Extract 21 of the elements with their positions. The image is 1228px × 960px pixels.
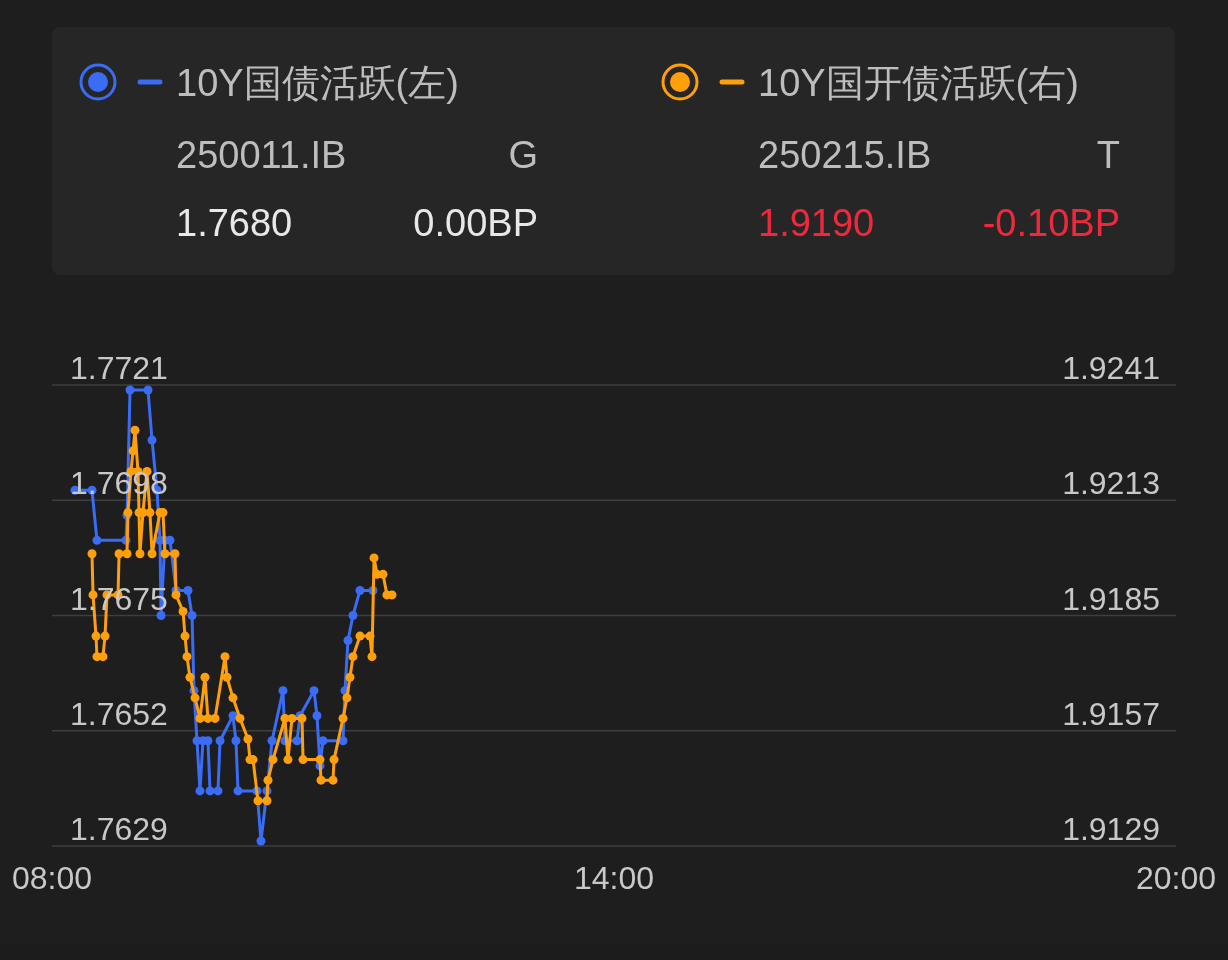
legend-label: 10Y国债活跃(左) [176,62,459,104]
y-tick-label: 1.7652 [70,695,168,732]
text: 1.9190 [758,202,875,244]
x-tick-label: 08:00 [11,860,93,896]
y-tick-label: 1.7629 [70,811,168,847]
y2-tick-label: 1.9213 [1062,465,1160,502]
y-tick-label: 1.7721 [70,350,168,386]
legend-label: 10Y国开债活跃(右) [758,62,1079,104]
text: -0.10BP [982,202,1120,244]
y2-tick-label: 1.9129 [1062,811,1160,847]
y2-tick-label: 1.9157 [1062,695,1160,732]
text: G [508,134,538,176]
text: 250011.IB [176,134,347,176]
text: 1.7680 [176,202,293,244]
y2-tick-label: 1.9185 [1062,580,1160,617]
y2-tick-label: 1.9241 [1062,350,1160,386]
text: 250215.IB [758,134,932,176]
x-tick-label: 20:00 [1135,860,1217,896]
text: T [1096,134,1120,176]
x-tick-label: 14:00 [573,860,655,896]
text: 0.00BP [413,202,538,244]
